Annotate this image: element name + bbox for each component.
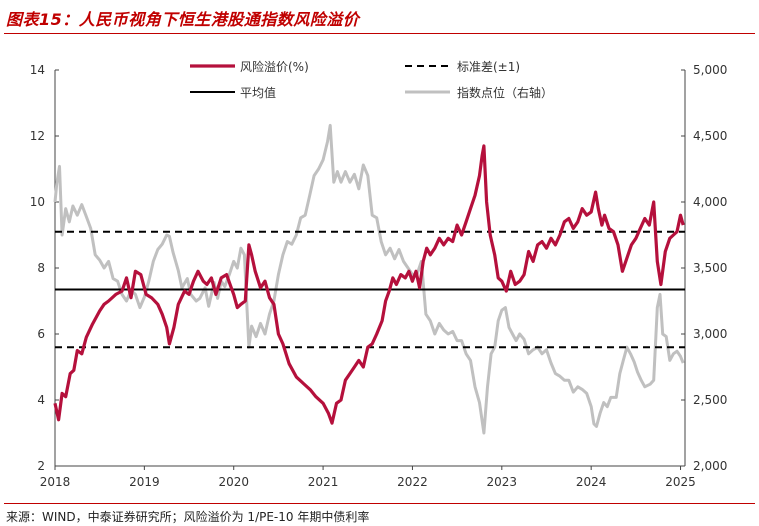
- chart-title: 图表15：人民币视角下恒生港股通指数风险溢价: [6, 10, 360, 29]
- y-tick-label-right: 4,000: [693, 195, 727, 209]
- y-tick-label-right: 5,000: [693, 63, 727, 77]
- y-tick-label-left: 6: [37, 327, 45, 341]
- x-tick-label: 2020: [218, 475, 249, 489]
- y-tick-label-right: 3,000: [693, 327, 727, 341]
- x-tick-label: 2019: [129, 475, 160, 489]
- source-note: 来源：WIND，中泰证券研究所；风险溢价为 1/PE-10 年期中债利率: [6, 510, 370, 524]
- y-tick-label-right: 2,500: [693, 393, 727, 407]
- y-tick-label-right: 3,500: [693, 261, 727, 275]
- legend-label-risk: 风险溢价(%): [240, 59, 309, 74]
- y-tick-label-right: 2,000: [693, 459, 727, 473]
- index-series-layer: [53, 123, 685, 435]
- legend-label-index: 指数点位（右轴）: [457, 85, 553, 100]
- risk-premium-chart: 2 4 6 8 10 12 14 2,000 2,500 3,000 3,500 4,000 4,500…: [30, 59, 728, 489]
- index-level-line: [53, 123, 685, 435]
- y-tick-label-left: 2: [37, 459, 45, 473]
- chart-legend: 风险溢价(%) 标准差(±1) 平均值 指数点位（右轴）: [190, 59, 553, 100]
- y-tick-label-left: 4: [37, 393, 45, 407]
- x-tick-label: 2024: [576, 475, 607, 489]
- x-tick-label: 2025: [665, 475, 696, 489]
- y-tick-label-left: 14: [30, 63, 45, 77]
- title-divider: [4, 33, 755, 34]
- source-divider: [4, 503, 755, 504]
- risk-series-layer: [53, 144, 685, 425]
- y-tick-label-left: 8: [37, 261, 45, 275]
- x-tick-label: 2022: [397, 475, 428, 489]
- y-tick-label-left: 10: [30, 195, 45, 209]
- x-tick-label: 2023: [487, 475, 518, 489]
- x-tick-label: 2018: [40, 475, 71, 489]
- risk-premium-line: [53, 144, 685, 425]
- legend-label-std: 标准差(±1): [457, 60, 520, 74]
- legend-label-mean: 平均值: [240, 85, 276, 100]
- x-tick-label: 2021: [308, 475, 339, 489]
- reference-lines-layer: [55, 230, 685, 349]
- y-tick-label-left: 12: [30, 129, 45, 143]
- chart-axes: 2 4 6 8 10 12 14 2,000 2,500 3,000 3,500 4,000 4,500…: [30, 63, 728, 489]
- y-tick-label-right: 4,500: [693, 129, 727, 143]
